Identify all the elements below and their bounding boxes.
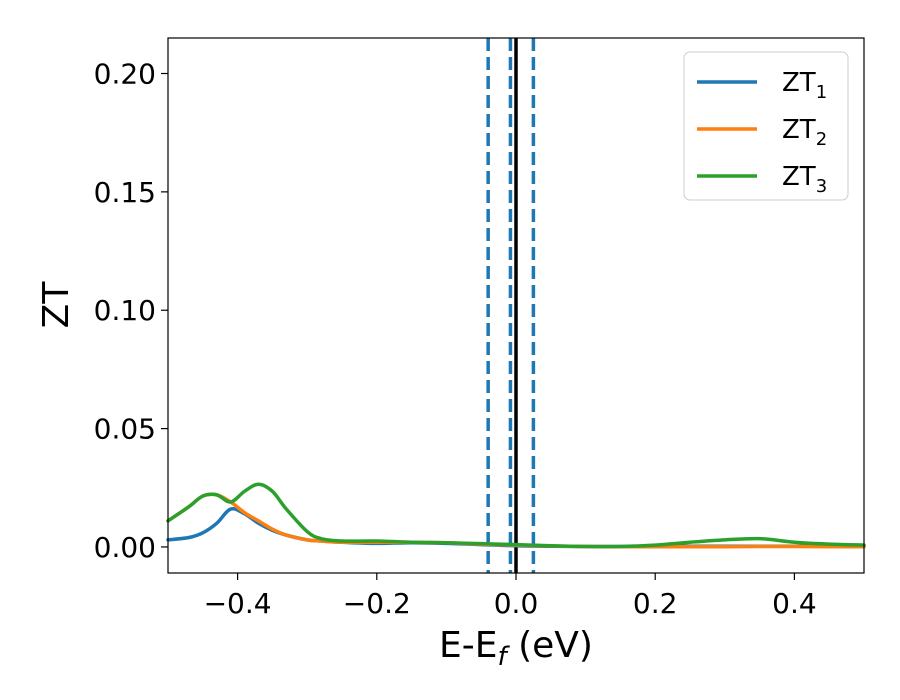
series-lines bbox=[166, 482, 866, 549]
y-axis-title: ZT bbox=[36, 281, 77, 329]
legend-label-zt3: ZT3 bbox=[782, 162, 827, 197]
x-tick-label: 0.4 bbox=[772, 587, 817, 620]
x-tick-label: −0.4 bbox=[204, 587, 272, 620]
series-line-zt3 bbox=[166, 482, 866, 549]
legend-label-zt2: ZT2 bbox=[782, 115, 827, 150]
x-axis-title: E-Ef (eV) bbox=[439, 625, 593, 672]
y-tick-label: 0.20 bbox=[94, 58, 156, 91]
y-tick-label: 0.05 bbox=[94, 413, 156, 446]
x-tick-label: 0.2 bbox=[633, 587, 678, 620]
y-tick-label: 0.15 bbox=[94, 176, 156, 209]
y-tick-label: 0.00 bbox=[94, 531, 156, 564]
x-tick-label: −0.2 bbox=[343, 587, 411, 620]
legend-label-zt1: ZT1 bbox=[782, 68, 827, 103]
x-tick-label: 0.0 bbox=[494, 587, 539, 620]
y-tick-label: 0.10 bbox=[94, 294, 156, 327]
x-axis: −0.4 −0.2 0.0 0.2 0.4 bbox=[204, 573, 817, 620]
reference-lines bbox=[486, 38, 536, 573]
legend-box bbox=[683, 51, 849, 201]
legend: ZT1 ZT2 ZT3 bbox=[683, 51, 849, 201]
y-axis: 0.00 0.05 0.10 0.15 0.20 bbox=[94, 58, 168, 564]
